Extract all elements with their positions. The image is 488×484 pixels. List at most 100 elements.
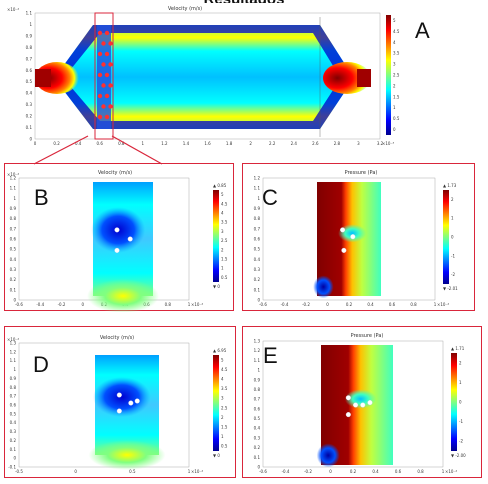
x-tick-label: 0.8: [165, 302, 172, 307]
y-tick-label: 0.6: [10, 403, 17, 408]
colorbar-tick-label: 2: [393, 83, 396, 88]
y-tick-label: 0.2: [10, 277, 17, 282]
y-scale-exponent: ×10⁻⁴: [7, 7, 20, 12]
x-tick-label: 0: [326, 302, 329, 307]
x-tick-label: 1: [188, 469, 191, 474]
low-pressure-region: [338, 224, 367, 243]
y-tick-label: 0.7: [254, 226, 261, 231]
cylinder-obstacle: [104, 30, 110, 36]
colorbar-tick-label: 0: [451, 235, 454, 240]
colorbar-tick-label: 3.5: [221, 386, 228, 391]
plot-title: Velocity (m/s): [100, 335, 134, 341]
cylinder-obstacle: [108, 104, 113, 109]
y-tick-label: 1: [13, 367, 16, 372]
y-tick-label: 0.1: [10, 447, 17, 452]
cylinder-obstacle: [101, 62, 106, 67]
x-tick-label: 1.8: [226, 141, 233, 146]
cylinder-obstacle: [114, 227, 120, 233]
panel-c: Pressure (Pa) 1.2 1.1 1 0.9 0.8 0.7 0.6 0.5 0.4 0.…: [242, 163, 475, 311]
x-tick-label: -0.2: [58, 302, 66, 307]
panel-label-b: B: [34, 185, 49, 210]
colorbar-tick-label: -1: [451, 253, 455, 258]
colorbar-tick-label: 0.5: [221, 275, 228, 280]
y-tick-label: 1.2: [254, 348, 261, 353]
x-scale-exponent: ×10⁻³: [382, 141, 395, 146]
y-tick-label: 0.3: [26, 102, 33, 107]
y-tick-label: 1.1: [10, 358, 17, 363]
x-tick-label: 0.4: [367, 302, 374, 307]
x-tick-label: 2.4: [291, 141, 298, 146]
y-tick-label: 1.1: [10, 186, 17, 191]
x-tick-label: 0.8: [417, 469, 424, 474]
cylinder-obstacle: [341, 247, 347, 253]
y-tick-label: 0.8: [254, 216, 261, 221]
y-tick-label: 0: [257, 298, 260, 303]
y-tick-label: -0.1: [8, 465, 16, 470]
x-tick-label: 0: [329, 469, 332, 474]
cylinder-obstacle: [367, 400, 373, 406]
x-tick-label: 2.6: [312, 141, 319, 146]
x-tick-label: 1.2: [161, 141, 168, 146]
colorbar-tick-label: 1.5: [221, 257, 228, 262]
y-tick-label: 0.4: [254, 257, 261, 262]
colorbar-tick-label: 2: [221, 415, 224, 420]
wake-region: [93, 377, 151, 417]
colorbar-tick-label: 4: [221, 377, 224, 382]
y-tick-label: 0.3: [254, 435, 261, 440]
colorbar-min-label: ▼ 0: [213, 284, 220, 289]
colorbar-tick-label: -2: [459, 439, 463, 444]
x-scale-exponent: ×10⁻⁴: [191, 302, 204, 307]
cylinder-obstacle: [345, 395, 351, 401]
x-tick-label: 2.2: [269, 141, 276, 146]
colorbar-tick-label: 4: [221, 211, 224, 216]
colorbar-tick-label: 5: [393, 18, 396, 23]
plot-title: Pressure (Pa): [351, 333, 384, 339]
x-tick-label: -0.5: [15, 469, 23, 474]
y-tick-label: 0.6: [254, 406, 261, 411]
y-tick-label: 1.1: [254, 358, 261, 363]
panel-d-plot: Velocity (m/s)×10⁻⁴1.31.21.110.90.80.70.…: [7, 335, 228, 474]
y-tick-label: 0.9: [254, 377, 261, 382]
cylinder-obstacle: [97, 30, 103, 36]
colorbar-tick-label: 0.5: [221, 444, 228, 449]
y-tick-label: 0.2: [10, 438, 17, 443]
y-tick-label: 1: [257, 196, 260, 201]
colorbar-tick-label: 4.5: [221, 367, 228, 372]
cylinder-obstacle: [114, 247, 120, 253]
cylinder-obstacle: [108, 62, 113, 67]
x-tick-label: 3.2: [377, 141, 384, 146]
panel-label-a: A: [415, 18, 430, 43]
x-scale-exponent: ×10⁻⁴: [445, 469, 458, 474]
y-tick-label: 0.2: [254, 445, 261, 450]
y-tick-label: 1: [29, 22, 32, 27]
cylinder-obstacle: [116, 408, 122, 414]
y-tick-label: 0.2: [254, 277, 261, 282]
x-tick-label: -0.6: [259, 302, 267, 307]
x-tick-label: 0.6: [97, 141, 104, 146]
inlet-pipe: [35, 69, 51, 87]
colorbar-tick-label: 2: [451, 197, 454, 202]
cylinder-obstacle: [104, 51, 110, 57]
y-tick-label: 0.3: [10, 429, 17, 434]
x-tick-label: -0.6: [259, 469, 267, 474]
channel-body: [35, 25, 363, 129]
outlet-pipe: [357, 69, 371, 87]
colorbar-tick-label: 1.5: [221, 425, 228, 430]
colorbar-min-label: ▼ 0: [213, 453, 220, 458]
y-tick-label: 0.2: [26, 114, 33, 119]
x-tick-label: 0.4: [75, 141, 82, 146]
x-tick-label: -0.6: [15, 302, 23, 307]
y-tick-label: 0.8: [26, 45, 33, 50]
colorbar-tick-label: -1: [459, 419, 463, 424]
y-tick-label: 0.5: [26, 79, 33, 84]
x-tick-label: 0: [34, 141, 37, 146]
cylinder-obstacle: [134, 398, 140, 404]
x-tick-label: -0.4: [36, 302, 44, 307]
x-tick-label: 0.6: [395, 469, 402, 474]
y-tick-label: 1: [13, 196, 16, 201]
y-tick-label: 1.2: [10, 176, 17, 181]
high-velocity-region: [87, 278, 159, 312]
colorbar-tick-label: 1: [221, 266, 224, 271]
colorbar-min-label: ▼ -2.01: [443, 286, 458, 291]
wall-boundary-layer-bottom: [61, 87, 348, 129]
